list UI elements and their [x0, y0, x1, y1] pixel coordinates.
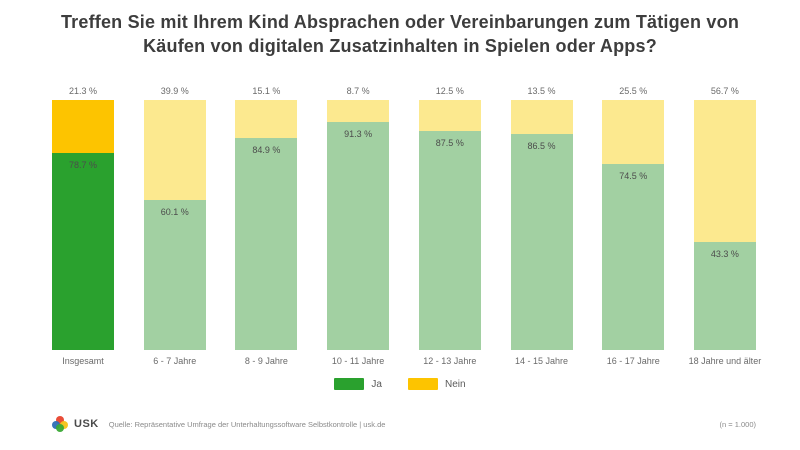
- bar-top-value-label: 8.7 %: [346, 86, 370, 96]
- bar-group: 12.5 % 87.5 % 12 - 13 Jahre: [418, 82, 481, 366]
- stacked-bar-chart: 21.3 % 78.7 % Insgesamt 39.9 % 60.1 % 6 - 7 J…: [52, 82, 762, 366]
- bar-segment-nein: [235, 100, 298, 138]
- legend-label: Ja: [371, 378, 382, 390]
- bar-segment-ja: 91.3 %: [327, 121, 390, 350]
- bar-top-value-label: 13.5 %: [527, 86, 556, 96]
- category-label: 10 - 11 Jahre: [331, 356, 385, 366]
- bar-segment-ja: 60.1 %: [143, 199, 206, 350]
- bar-segment-nein: [693, 100, 756, 242]
- bar-segment-ja: 87.5 %: [418, 131, 481, 350]
- stacked-bar: 86.5 %: [510, 100, 573, 350]
- bar-top-value-label: 12.5 %: [435, 86, 464, 96]
- bar-segment-ja: 74.5 %: [602, 163, 665, 350]
- sample-size-label: (n = 1.000): [719, 419, 756, 429]
- bar-segment-ja: 86.5 %: [510, 133, 573, 350]
- bar-group: 56.7 % 43.3 % 18 Jahre und älter: [689, 82, 762, 366]
- bar-segment-nein: [510, 100, 573, 134]
- chart-title: Treffen Sie mit Ihrem Kind Absprachen od…: [60, 12, 740, 56]
- source-text: Quelle: Repräsentative Umfrage der Unter…: [108, 419, 386, 429]
- bar-inner-value-label: 91.3 %: [344, 128, 373, 139]
- legend-item: Nein: [407, 378, 466, 390]
- stacked-bar: 84.9 %: [235, 100, 298, 350]
- bar-top-value-label: 25.5 %: [619, 86, 648, 96]
- stacked-bar: 60.1 %: [143, 100, 206, 350]
- bar-group: 13.5 % 86.5 % 14 - 15 Jahre: [510, 82, 573, 366]
- footer: USK Quelle: Repräsentative Umfrage der U…: [52, 416, 756, 432]
- bar-segment-nein: [602, 100, 665, 164]
- brand-label: USK: [74, 418, 99, 430]
- bar-segment-ja: 43.3 %: [693, 241, 756, 350]
- legend-swatch-icon: [334, 378, 365, 390]
- stacked-bar: 91.3 %: [327, 100, 390, 350]
- bar-inner-value-label: 84.9 %: [252, 144, 281, 155]
- bar-top-value-label: 56.7 %: [710, 86, 739, 96]
- bar-group: 39.9 % 60.1 % 6 - 7 Jahre: [143, 82, 206, 366]
- bar-inner-value-label: 86.5 %: [527, 140, 556, 151]
- bar-inner-value-label: 74.5 %: [619, 170, 648, 181]
- bar-segment-nein: [143, 100, 206, 200]
- bar-group: 21.3 % 78.7 % Insgesamt: [52, 82, 114, 366]
- bar-group: 25.5 % 74.5 % 16 - 17 Jahre: [602, 82, 665, 366]
- legend-item: Ja: [334, 378, 382, 390]
- usk-logo-icon: [52, 416, 68, 432]
- chart-legend: Ja Nein: [0, 378, 800, 390]
- bar-top-value-label: 21.3 %: [68, 86, 98, 96]
- bar-group: 8.7 % 91.3 % 10 - 11 Jahre: [327, 82, 390, 366]
- stacked-bar: 78.7 %: [52, 100, 114, 350]
- category-label: 8 - 9 Jahre: [244, 356, 288, 366]
- bar-inner-value-label: 87.5 %: [435, 138, 464, 149]
- stacked-bar: 87.5 %: [418, 100, 481, 350]
- bar-top-value-label: 15.1 %: [252, 86, 281, 96]
- stacked-bar: 74.5 %: [602, 100, 665, 350]
- bar-segment-ja: 78.7 %: [52, 153, 114, 350]
- category-label: 16 - 17 Jahre: [606, 356, 660, 366]
- stacked-bar: 43.3 %: [693, 100, 756, 350]
- bar-top-value-label: 39.9 %: [160, 86, 189, 96]
- category-label: 12 - 13 Jahre: [423, 356, 477, 366]
- bar-segment-nein: [52, 100, 114, 154]
- footer-source-block: USK Quelle: Repräsentative Umfrage der U…: [52, 416, 385, 432]
- bar-inner-value-label: 60.1 %: [160, 206, 189, 217]
- bar-segment-nein: [327, 100, 390, 122]
- bar-group: 15.1 % 84.9 % 8 - 9 Jahre: [235, 82, 298, 366]
- bar-segment-nein: [418, 100, 481, 132]
- category-label: Insgesamt: [62, 356, 104, 366]
- category-label: 6 - 7 Jahre: [153, 356, 197, 366]
- legend-label: Nein: [444, 378, 466, 390]
- bar-inner-value-label: 43.3 %: [710, 248, 739, 259]
- category-label: 18 Jahre und älter: [688, 356, 762, 366]
- legend-swatch-icon: [407, 378, 438, 390]
- category-label: 14 - 15 Jahre: [514, 356, 569, 366]
- bar-inner-value-label: 78.7 %: [68, 160, 98, 171]
- bar-segment-ja: 84.9 %: [235, 137, 298, 350]
